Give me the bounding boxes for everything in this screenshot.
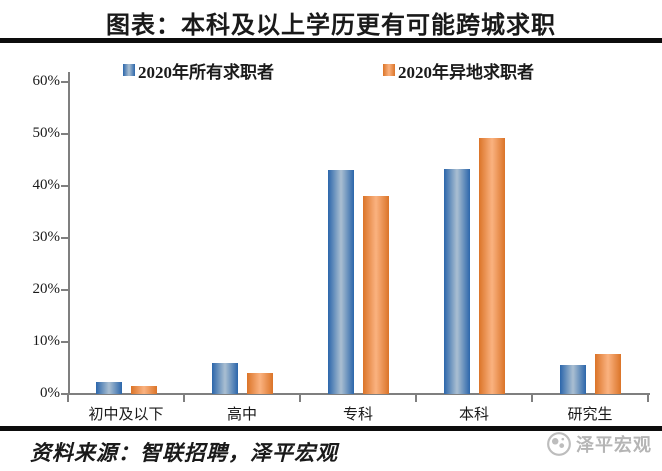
legend-label-all-jobseekers: 2020年所有求职者	[138, 62, 274, 82]
watermark: 泽平宏观	[546, 431, 652, 457]
legend-item-nonlocal-jobseekers: 2020年异地求职者	[383, 60, 534, 82]
bar-series2-研究生	[595, 354, 621, 394]
legend-swatch-blue	[123, 64, 135, 76]
zeping-logo-icon	[547, 432, 571, 456]
y-tick	[61, 237, 68, 239]
legend-item-all-jobseekers: 2020年所有求职者	[123, 60, 274, 82]
y-tick	[61, 393, 68, 395]
y-tick-label: 0%	[40, 385, 60, 401]
y-tick	[61, 133, 68, 135]
bar-series1-高中	[212, 363, 238, 394]
x-tick	[183, 395, 185, 402]
y-tick	[61, 341, 68, 343]
x-tick	[415, 395, 417, 402]
y-tick	[61, 81, 68, 83]
y-axis-line	[68, 72, 70, 395]
x-tick	[647, 395, 649, 402]
title-divider	[0, 38, 662, 43]
x-category-label: 本科	[458, 407, 489, 423]
bar-series1-专科	[328, 170, 354, 394]
y-tick	[61, 289, 68, 291]
source-note: 资料来源：智联招聘，泽平宏观	[30, 441, 338, 465]
bar-series2-初中及以下	[131, 386, 157, 394]
x-category-label: 研究生	[567, 407, 613, 423]
x-tick	[299, 395, 301, 402]
legend-label-nonlocal-jobseekers: 2020年异地求职者	[398, 62, 534, 82]
chart-title: 图表：本科及以上学历更有可能跨城求职	[106, 13, 556, 39]
bar-series2-本科	[479, 138, 505, 394]
watermark-text: 泽平宏观	[576, 435, 652, 455]
x-category-label: 初中及以下	[88, 407, 164, 423]
x-tick	[67, 395, 69, 402]
bar-series1-本科	[444, 169, 470, 394]
x-category-label: 高中	[226, 407, 257, 423]
bar-series2-专科	[363, 196, 389, 394]
y-tick-label: 60%	[32, 73, 61, 89]
x-category-label: 专科	[342, 407, 373, 423]
x-tick	[531, 395, 533, 402]
bar-series1-研究生	[560, 365, 586, 394]
y-tick-label: 30%	[32, 229, 61, 245]
bar-series2-高中	[247, 373, 273, 394]
y-tick-label: 10%	[32, 333, 61, 349]
y-tick-label: 50%	[32, 125, 61, 141]
y-tick-label: 20%	[32, 281, 61, 297]
y-tick	[61, 185, 68, 187]
y-tick-label: 40%	[32, 177, 61, 193]
x-axis-line	[68, 393, 650, 395]
bar-series1-初中及以下	[96, 382, 122, 394]
legend-swatch-orange	[383, 64, 395, 76]
footer-divider	[0, 426, 662, 431]
